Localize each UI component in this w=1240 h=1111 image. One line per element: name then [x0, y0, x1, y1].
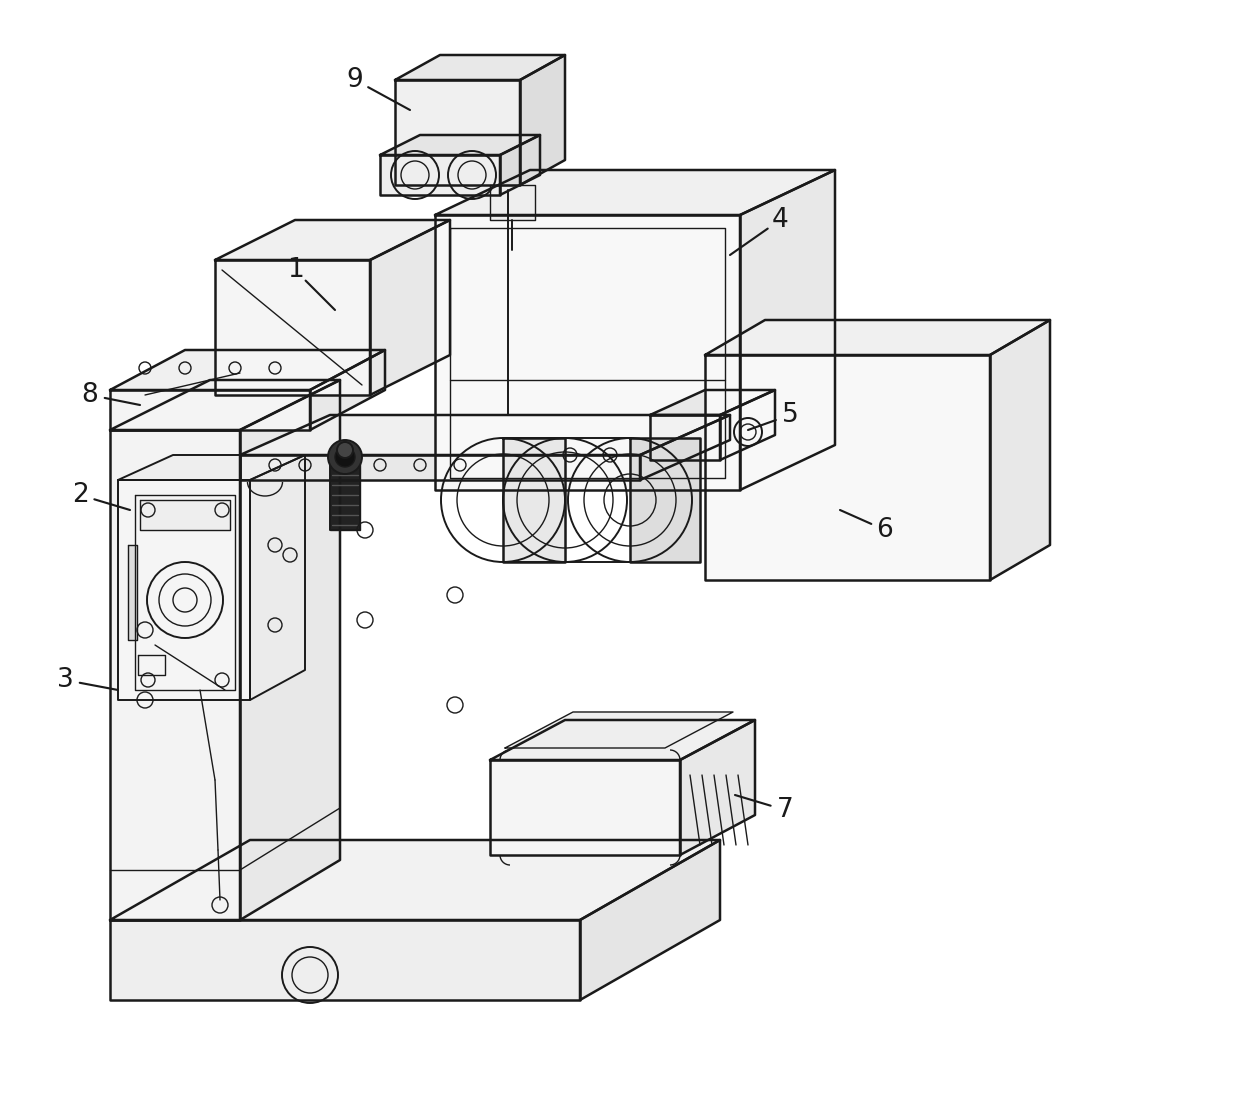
Text: 2: 2: [72, 482, 88, 508]
Polygon shape: [435, 216, 740, 490]
Polygon shape: [640, 416, 730, 480]
Polygon shape: [500, 136, 539, 196]
Polygon shape: [118, 456, 305, 480]
Polygon shape: [580, 840, 720, 1000]
Polygon shape: [370, 220, 450, 396]
Polygon shape: [503, 438, 565, 562]
Polygon shape: [241, 456, 640, 480]
Circle shape: [335, 447, 355, 467]
Polygon shape: [215, 220, 450, 260]
Text: 8: 8: [82, 382, 98, 408]
Circle shape: [337, 442, 353, 458]
Polygon shape: [310, 350, 384, 430]
Polygon shape: [140, 500, 229, 530]
Text: 6: 6: [877, 517, 893, 543]
Polygon shape: [990, 320, 1050, 580]
Polygon shape: [110, 350, 384, 390]
Polygon shape: [138, 655, 165, 675]
Polygon shape: [128, 546, 136, 640]
Polygon shape: [505, 712, 733, 748]
Polygon shape: [330, 460, 360, 530]
Polygon shape: [110, 390, 310, 430]
Polygon shape: [110, 380, 340, 430]
Circle shape: [329, 440, 362, 474]
Polygon shape: [650, 416, 720, 460]
Polygon shape: [630, 438, 701, 562]
Polygon shape: [520, 56, 565, 186]
Polygon shape: [720, 390, 775, 460]
Polygon shape: [379, 156, 500, 196]
Polygon shape: [396, 80, 520, 186]
Text: 7: 7: [776, 797, 794, 823]
Polygon shape: [110, 840, 720, 920]
Polygon shape: [490, 186, 534, 220]
Text: 5: 5: [781, 402, 799, 428]
Polygon shape: [215, 260, 370, 396]
Polygon shape: [250, 456, 305, 700]
Polygon shape: [118, 480, 250, 700]
Polygon shape: [110, 430, 241, 920]
Polygon shape: [650, 390, 775, 416]
Polygon shape: [241, 416, 730, 456]
Text: 3: 3: [57, 667, 73, 693]
Polygon shape: [740, 170, 835, 490]
Polygon shape: [490, 760, 680, 855]
Polygon shape: [241, 380, 340, 920]
Polygon shape: [379, 136, 539, 156]
Text: 9: 9: [347, 67, 363, 93]
Polygon shape: [110, 920, 580, 1000]
Text: 4: 4: [771, 207, 789, 233]
Text: 1: 1: [286, 257, 304, 283]
Polygon shape: [706, 356, 990, 580]
Polygon shape: [435, 170, 835, 216]
Polygon shape: [490, 720, 755, 760]
Polygon shape: [706, 320, 1050, 356]
Polygon shape: [680, 720, 755, 855]
Polygon shape: [396, 56, 565, 80]
